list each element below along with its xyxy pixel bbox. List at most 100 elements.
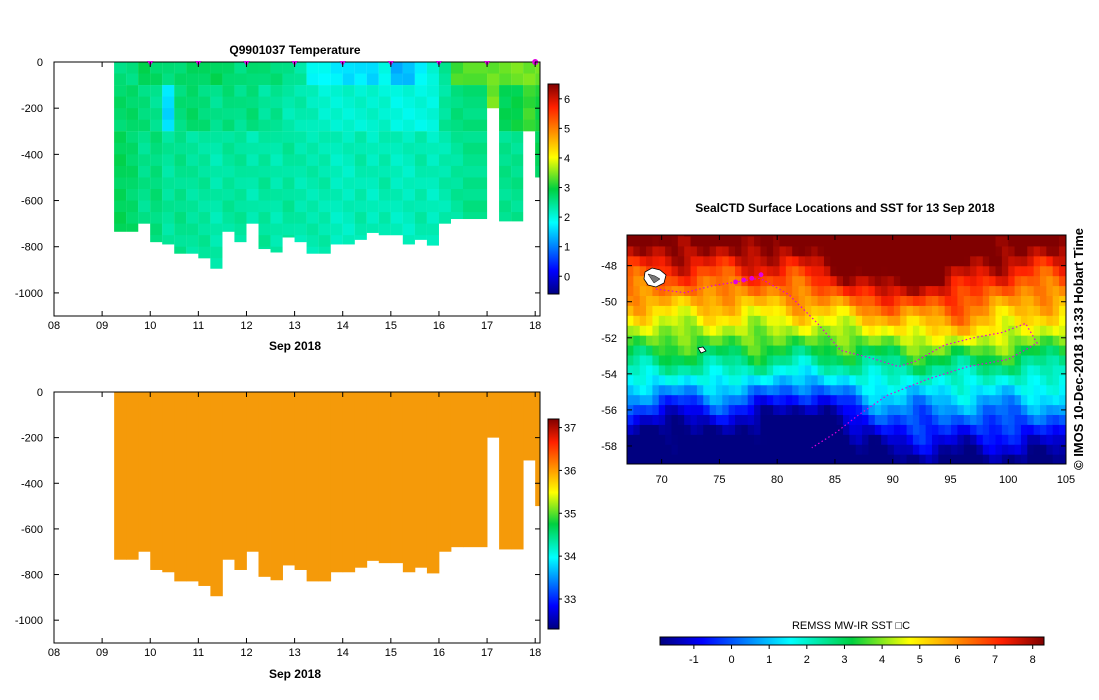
sst-cell bbox=[874, 285, 882, 297]
sst-cell bbox=[1046, 394, 1054, 406]
temperature-cell bbox=[426, 235, 439, 246]
sst-cell bbox=[938, 235, 946, 247]
temperature-cell bbox=[390, 142, 403, 155]
sst-colorbar-tick-label: -1 bbox=[689, 654, 699, 666]
salinity-x-label: Sep 2018 bbox=[269, 667, 321, 681]
sst-cell bbox=[963, 315, 971, 326]
sst-cell bbox=[1052, 335, 1060, 346]
sst-cell bbox=[1046, 275, 1054, 287]
temperature-cell bbox=[306, 62, 319, 74]
sst-cell bbox=[995, 325, 1003, 336]
salinity-cell bbox=[162, 392, 175, 573]
sst-cell bbox=[989, 285, 997, 297]
temperature-cell bbox=[535, 165, 540, 178]
sst-cell bbox=[925, 275, 933, 287]
sst-cell bbox=[652, 245, 660, 257]
sst-cell bbox=[747, 394, 755, 406]
sst-cell bbox=[976, 374, 984, 386]
sst-cell bbox=[633, 444, 641, 455]
sst-cell bbox=[1027, 444, 1035, 455]
sst-cell bbox=[722, 305, 730, 316]
sst-cell bbox=[855, 315, 863, 326]
sst-cell bbox=[671, 364, 679, 376]
salinity-cell bbox=[246, 392, 259, 552]
temperature-cell bbox=[354, 119, 367, 132]
sst-cell bbox=[1046, 285, 1054, 297]
island-kerguelen bbox=[643, 267, 667, 288]
sst-cell bbox=[766, 235, 774, 237]
sst-cell bbox=[874, 315, 882, 326]
temperature-cell bbox=[463, 165, 488, 178]
temperature-cell bbox=[114, 62, 127, 74]
sst-cell bbox=[773, 424, 781, 435]
sst-cell bbox=[779, 344, 787, 356]
sst-cell bbox=[684, 344, 692, 356]
sst-cell bbox=[677, 454, 685, 464]
sst-cell bbox=[938, 305, 946, 316]
sst-cell bbox=[652, 285, 660, 297]
sst-cell bbox=[931, 265, 939, 277]
sst-cell bbox=[817, 444, 825, 455]
sst-cell bbox=[709, 295, 717, 306]
sst-cell bbox=[703, 305, 711, 316]
sst-cell bbox=[728, 394, 736, 406]
sst-colorbar-tick-label: 6 bbox=[954, 654, 960, 666]
sst-cell bbox=[830, 444, 838, 455]
y-tick-label: -600 bbox=[21, 524, 43, 536]
sst-cell bbox=[741, 424, 749, 435]
sst-cell bbox=[1052, 265, 1060, 277]
sst-cell bbox=[900, 394, 908, 406]
sst-cell bbox=[836, 285, 844, 297]
sst-cell bbox=[703, 354, 711, 366]
sst-cell bbox=[646, 354, 654, 366]
sst-cell bbox=[957, 235, 965, 237]
map-title: SealCTD Surface Locations and SST for 13… bbox=[695, 201, 995, 215]
sst-cell bbox=[925, 454, 933, 464]
sst-cell bbox=[690, 235, 698, 237]
colorbar-tick-label: 4 bbox=[564, 153, 570, 165]
sst-cell bbox=[1014, 295, 1022, 306]
temperature-cell bbox=[414, 142, 427, 155]
sst-cell bbox=[1040, 335, 1047, 346]
salinity-cell bbox=[450, 392, 464, 548]
sst-cell bbox=[773, 414, 781, 425]
sst-cell bbox=[1059, 325, 1066, 336]
sst-cell bbox=[798, 344, 806, 356]
sst-cell bbox=[893, 275, 901, 287]
temperature-cell bbox=[390, 165, 403, 178]
temperature-cell bbox=[330, 62, 343, 74]
sst-cell bbox=[754, 424, 762, 435]
sst-cell bbox=[1008, 394, 1016, 406]
temperature-cell bbox=[438, 62, 451, 74]
temperature-cell bbox=[198, 142, 211, 155]
sst-cell bbox=[690, 325, 698, 336]
sst-cell bbox=[944, 235, 952, 237]
sst-cell bbox=[874, 305, 882, 316]
sst-cell bbox=[830, 255, 838, 267]
sst-cell bbox=[989, 305, 997, 316]
sst-cell bbox=[931, 384, 939, 396]
sst-cell bbox=[804, 374, 812, 386]
sst-cell bbox=[696, 245, 704, 257]
sst-cell bbox=[836, 235, 844, 247]
sst-cell bbox=[1008, 404, 1016, 416]
temperature-cell bbox=[270, 96, 283, 109]
sst-cell bbox=[938, 315, 946, 326]
sst-cell bbox=[1020, 414, 1028, 425]
salinity-cell bbox=[535, 392, 541, 507]
sst-cell bbox=[1027, 344, 1035, 356]
sst-cell bbox=[785, 335, 793, 346]
sst-cell bbox=[1059, 394, 1066, 406]
temperature-cell bbox=[499, 119, 512, 132]
temperature-cell bbox=[414, 200, 427, 213]
temperature-cell bbox=[210, 200, 223, 213]
sst-cell bbox=[1027, 404, 1035, 416]
sst-cell bbox=[925, 394, 933, 406]
sst-cell bbox=[912, 384, 920, 396]
sst-cell bbox=[931, 414, 939, 425]
temperature-cell bbox=[258, 119, 271, 132]
sst-cell bbox=[893, 265, 901, 277]
sst-cell bbox=[760, 364, 768, 376]
sst-cell bbox=[843, 454, 850, 464]
sst-cell bbox=[684, 275, 692, 287]
